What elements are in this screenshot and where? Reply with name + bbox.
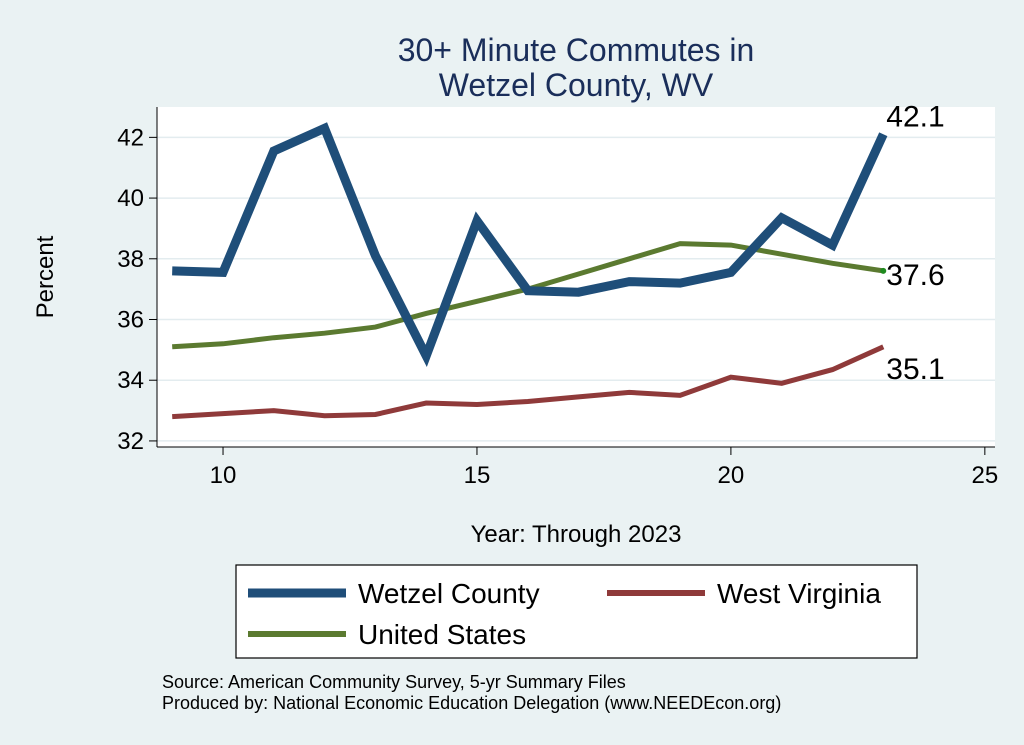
produced-note: Produced by: National Economic Education…: [162, 693, 781, 713]
end-label-wetzel-county: 42.1: [886, 100, 944, 133]
series-line-wetzel-county: [172, 122, 888, 368]
end-labels: 42.1 35.1 37.6: [886, 100, 944, 386]
end-label-west-virginia: 35.1: [886, 353, 944, 386]
end-label-united-states: 37.6: [886, 259, 944, 292]
legend-label-west-virginia: West Virginia: [717, 578, 881, 609]
legend-label-united-states: United States: [358, 619, 526, 650]
x-axis-title: Year: Through 2023: [471, 521, 682, 548]
x-tick-label-10: 10: [210, 462, 237, 489]
series-line-west-virginia: [172, 344, 885, 420]
legend-label-wetzel-county: Wetzel County: [358, 578, 540, 609]
y-tick-label-36: 36: [117, 307, 144, 334]
series-layer: [172, 122, 888, 420]
x-ticks: 10 15 20 25: [210, 447, 998, 489]
y-tick-label-42: 42: [117, 124, 144, 151]
y-tick-label-34: 34: [117, 367, 144, 394]
y-tick-label-32: 32: [117, 428, 144, 455]
gridlines: [157, 136, 995, 442]
y-tick-label-38: 38: [117, 246, 144, 273]
x-tick-label-15: 15: [464, 462, 491, 489]
y-tick-label-40: 40: [117, 185, 144, 212]
y-ticks: 32 34 36 38 40 42: [117, 124, 157, 455]
legend-box: [235, 564, 918, 659]
x-tick-label-20: 20: [718, 462, 745, 489]
chart-title-line-2: Wetzel County, WV: [439, 67, 714, 103]
x-tick-label-25: 25: [971, 462, 998, 489]
end-point-united-states: [880, 267, 887, 274]
y-axis-title: Percent: [32, 235, 59, 318]
source-note: Source: American Community Survey, 5-yr …: [162, 672, 626, 692]
chart-title-line-1: 30+ Minute Commutes in: [398, 32, 755, 68]
